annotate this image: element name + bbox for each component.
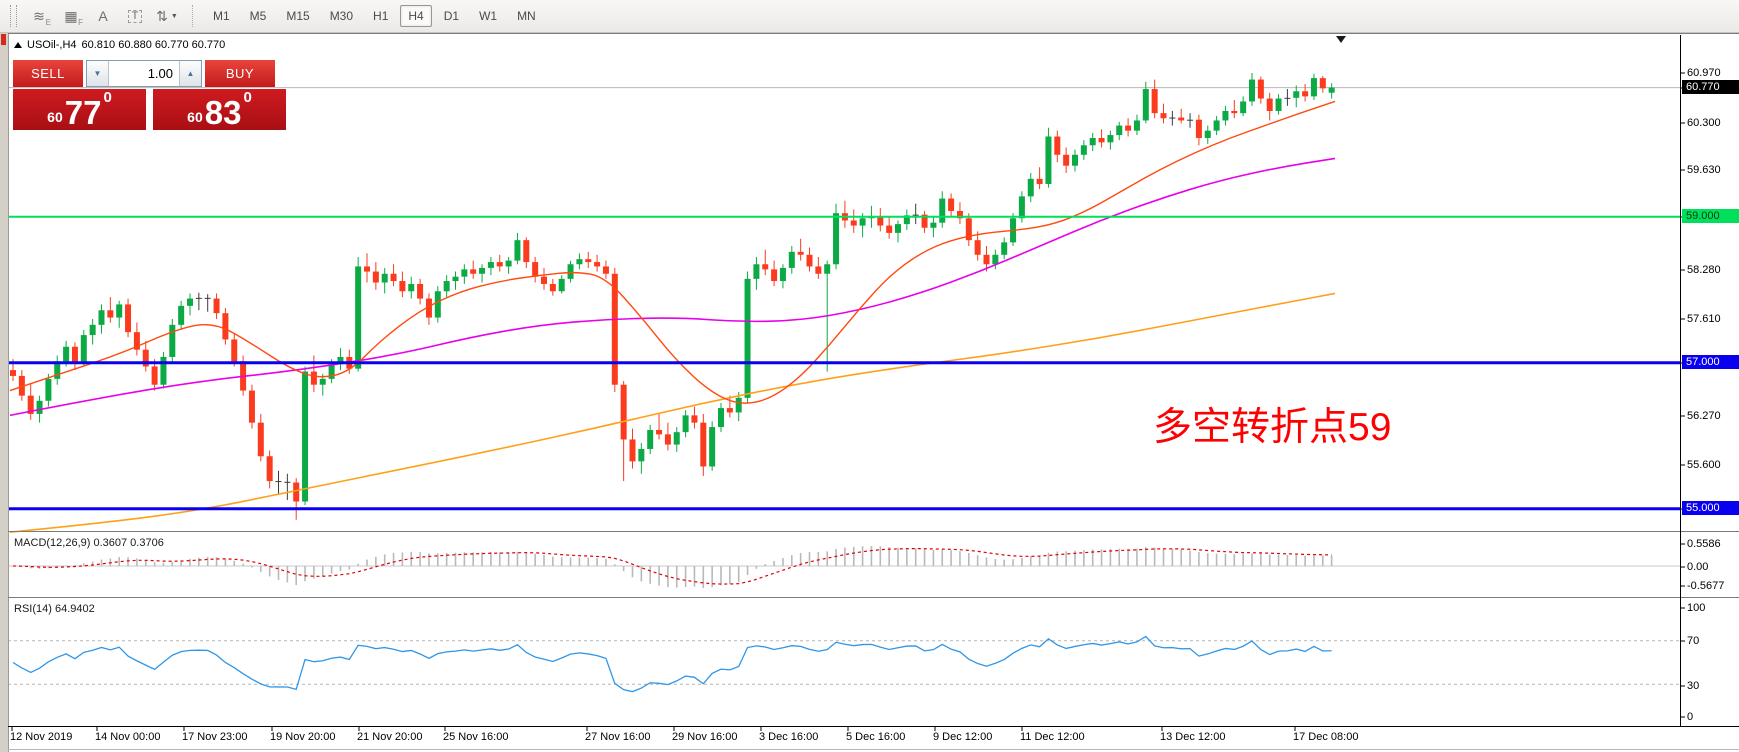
price-axis-label: 60.300	[1687, 117, 1721, 129]
timeframe-D1[interactable]: D1	[443, 9, 460, 23]
time-axis-label: 19 Nov 20:00	[270, 731, 336, 743]
price-axis-label: 58.280	[1687, 264, 1721, 276]
symbol-info: USOil-,H4 60.810 60.880 60.770 60.770	[14, 39, 225, 51]
time-axis-label: 9 Dec 12:00	[933, 731, 993, 743]
symbol-name: USOil-,H4	[27, 39, 77, 51]
time-axis-label: 13 Dec 12:00	[1160, 731, 1226, 743]
buy-price-display[interactable]: 60 83 0	[153, 89, 286, 130]
price-axis-label: 59.000	[1682, 209, 1739, 223]
price-axis-label: 57.000	[1682, 355, 1739, 369]
timeframe-M30[interactable]: M30	[329, 9, 354, 23]
indicator-axis-label: 100	[1687, 602, 1706, 614]
rsi-title: RSI(14)	[14, 603, 52, 615]
bar-ohlc-values: 60.810 60.880 60.770 60.770	[81, 39, 226, 51]
window-left-edge	[0, 33, 9, 752]
window-top-border	[8, 33, 1739, 34]
time-axis-label: 27 Nov 16:00	[585, 731, 651, 743]
text-label-icon[interactable]: A	[98, 8, 108, 24]
time-axis-border	[8, 726, 1739, 727]
timeframe-H1[interactable]: H1	[373, 9, 389, 23]
grid-icon[interactable]: ▦ F	[64, 8, 83, 27]
price-axis-label: 57.610	[1687, 313, 1721, 325]
sell-price-major: 60	[47, 109, 63, 125]
buy-button[interactable]: BUY	[205, 60, 275, 87]
price-axis-border	[1680, 35, 1681, 726]
time-axis-label: 17 Nov 23:00	[182, 731, 248, 743]
pane-separator-macd[interactable]	[8, 531, 1739, 532]
volume-decrease-icon[interactable]: ▼	[87, 61, 109, 86]
macd-values: 0.3607 0.3706	[93, 537, 164, 549]
window-bottom-border	[8, 749, 1739, 750]
drawing-tools-group: ≋ E ▦ F A T ⇅ ▼	[23, 4, 183, 28]
rsi-indicator-label: RSI(14) 64.9402	[14, 603, 95, 615]
indicator-axis-label: 0.00	[1687, 561, 1709, 573]
sell-price-point: 0	[103, 89, 112, 106]
time-axis-label: 3 Dec 16:00	[759, 731, 819, 743]
time-axis-label: 29 Nov 16:00	[672, 731, 738, 743]
timeframe-H4[interactable]: H4	[400, 5, 432, 27]
volume-stepper: ▼ 1.00 ▲	[86, 60, 202, 87]
decorative-marker	[1, 34, 6, 45]
toolbar-grip[interactable]	[10, 5, 17, 27]
macd-title: MACD(12,26,9)	[14, 537, 91, 549]
indicator-axis-label: 0.5586	[1687, 538, 1721, 550]
text-box-icon[interactable]: T	[121, 4, 149, 28]
sell-button[interactable]: SELL	[13, 60, 83, 87]
indicator-axis-label: -0.5677	[1687, 580, 1725, 592]
price-axis-label: 60.770	[1682, 80, 1739, 94]
time-axis-label: 25 Nov 16:00	[443, 731, 509, 743]
timeframe-M5[interactable]: M5	[249, 9, 267, 23]
pane-separator-rsi[interactable]	[8, 597, 1739, 598]
indicator-axis-label: 0	[1687, 711, 1694, 723]
buy-price-major: 60	[187, 109, 203, 125]
timeframe-MN[interactable]: MN	[517, 9, 536, 23]
chart-shift-marker[interactable]	[1336, 36, 1346, 43]
indicator-axis-label: 70	[1687, 635, 1700, 647]
time-axis-label: 11 Dec 12:00	[1020, 731, 1085, 743]
timeframe-group: M1 M5 M15 M30 H1 H4 D1 W1 MN	[203, 5, 546, 27]
time-axis-label: 5 Dec 16:00	[846, 731, 906, 743]
timeframe-M1[interactable]: M1	[213, 9, 230, 23]
volume-increase-icon[interactable]: ▲	[179, 61, 201, 86]
buy-price-pips: 83	[204, 93, 242, 131]
toolbar-separator	[192, 5, 194, 27]
time-axis-label: 14 Nov 00:00	[95, 731, 161, 743]
timeframe-W1[interactable]: W1	[479, 9, 498, 23]
sell-price-pips: 77	[64, 93, 102, 131]
price-axis-label: 60.970	[1687, 67, 1721, 79]
price-axis-label: 55.600	[1687, 459, 1721, 471]
price-axis-label: 59.630	[1687, 164, 1721, 176]
indicator-axis-label: 30	[1687, 680, 1700, 692]
indicators-icon[interactable]: ≋ E	[33, 8, 51, 27]
macd-indicator-label: MACD(12,26,9) 0.3607 0.3706	[14, 537, 164, 549]
price-axis-label: 56.270	[1687, 410, 1721, 422]
buy-price-point: 0	[243, 89, 252, 106]
time-axis-label: 17 Dec 08:00	[1293, 731, 1359, 743]
one-click-trade-panel: SELL ▼ 1.00 ▲ BUY 60 77 0 60 83 0	[13, 60, 289, 130]
volume-value[interactable]: 1.00	[147, 66, 173, 81]
time-axis-label: 21 Nov 20:00	[357, 731, 423, 743]
chart-toolbar: ≋ E ▦ F A T ⇅ ▼ M1 M5 M15 M30 H1 H4 D1 W1 MN	[0, 0, 1739, 33]
arrange-objects-icon[interactable]: ⇅ ▼	[156, 8, 178, 24]
rsi-value: 64.9402	[54, 603, 95, 615]
timeframe-M15[interactable]: M15	[286, 9, 310, 23]
sell-price-display[interactable]: 60 77 0	[13, 89, 146, 130]
price-axis-label: 55.000	[1682, 501, 1739, 515]
chart-text-annotation[interactable]: 多空转折点59	[1153, 406, 1392, 449]
time-axis-label: 12 Nov 2019	[10, 731, 73, 743]
tick-up-icon	[14, 42, 22, 48]
